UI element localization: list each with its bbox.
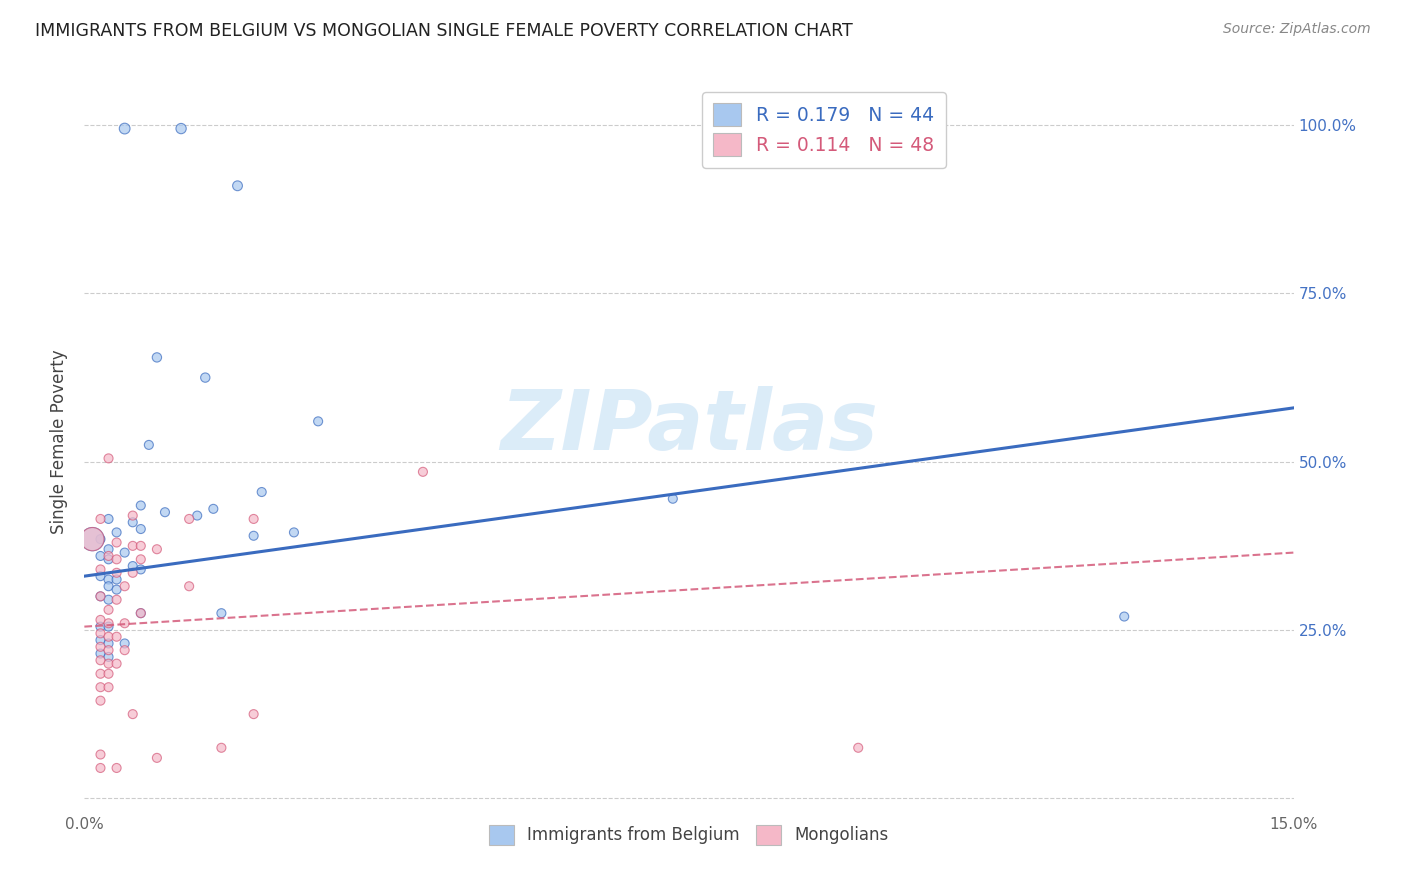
Point <box>105 535 128 549</box>
Point <box>307 414 329 428</box>
Point <box>129 606 152 620</box>
Point <box>89 761 111 775</box>
Point <box>146 751 169 765</box>
Point <box>121 566 143 580</box>
Point <box>105 761 128 775</box>
Point <box>283 525 305 540</box>
Point <box>153 505 176 519</box>
Point <box>129 499 152 513</box>
Point <box>146 351 169 365</box>
Point <box>89 569 111 583</box>
Point <box>121 508 143 523</box>
Point <box>105 657 128 671</box>
Point <box>242 707 264 722</box>
Point <box>114 579 136 593</box>
Point <box>129 539 152 553</box>
Point <box>242 529 264 543</box>
Point <box>846 740 869 755</box>
Point <box>89 549 111 563</box>
Point <box>114 546 136 560</box>
Point <box>97 579 120 593</box>
Text: ZIPatlas: ZIPatlas <box>501 386 877 467</box>
Point <box>89 640 111 654</box>
Point <box>105 573 128 587</box>
Point <box>89 562 111 576</box>
Point <box>97 657 120 671</box>
Point <box>97 630 120 644</box>
Point <box>242 512 264 526</box>
Point <box>97 616 120 631</box>
Y-axis label: Single Female Poverty: Single Female Poverty <box>51 350 69 533</box>
Point <box>89 653 111 667</box>
Point <box>89 613 111 627</box>
Point <box>121 516 143 530</box>
Point <box>82 532 104 546</box>
Point <box>97 549 120 563</box>
Point <box>129 562 152 576</box>
Point <box>105 566 128 580</box>
Point <box>89 666 111 681</box>
Point <box>129 552 152 566</box>
Point <box>1114 609 1136 624</box>
Point <box>97 573 120 587</box>
Point <box>179 512 201 526</box>
Point <box>662 491 685 506</box>
Point <box>179 579 201 593</box>
Point <box>89 694 111 708</box>
Point <box>89 532 111 546</box>
Point <box>129 522 152 536</box>
Point <box>82 532 104 546</box>
Point <box>97 620 120 634</box>
Point <box>121 539 143 553</box>
Point <box>89 590 111 604</box>
Text: Source: ZipAtlas.com: Source: ZipAtlas.com <box>1223 22 1371 37</box>
Point <box>89 647 111 661</box>
Point <box>170 121 193 136</box>
Point <box>97 542 120 557</box>
Point <box>194 370 217 384</box>
Point <box>114 121 136 136</box>
Point <box>129 606 152 620</box>
Point <box>209 740 232 755</box>
Point <box>121 707 143 722</box>
Point <box>186 508 208 523</box>
Point <box>89 620 111 634</box>
Point <box>114 636 136 650</box>
Point <box>146 542 169 557</box>
Point <box>89 680 111 694</box>
Point <box>121 559 143 574</box>
Point <box>89 633 111 648</box>
Point <box>412 465 434 479</box>
Point <box>114 616 136 631</box>
Point <box>97 643 120 657</box>
Text: IMMIGRANTS FROM BELGIUM VS MONGOLIAN SINGLE FEMALE POVERTY CORRELATION CHART: IMMIGRANTS FROM BELGIUM VS MONGOLIAN SIN… <box>35 22 853 40</box>
Point <box>97 512 120 526</box>
Point <box>105 630 128 644</box>
Point <box>97 649 120 664</box>
Point <box>97 552 120 566</box>
Point <box>105 525 128 540</box>
Point <box>89 590 111 604</box>
Point <box>89 747 111 762</box>
Legend: Immigrants from Belgium, Mongolians: Immigrants from Belgium, Mongolians <box>482 818 896 852</box>
Point <box>97 680 120 694</box>
Point <box>89 512 111 526</box>
Point <box>105 582 128 597</box>
Point <box>202 501 225 516</box>
Point <box>226 178 249 193</box>
Point <box>97 636 120 650</box>
Point <box>97 666 120 681</box>
Point <box>209 606 232 620</box>
Point <box>105 592 128 607</box>
Point <box>97 603 120 617</box>
Point <box>105 552 128 566</box>
Point <box>250 485 273 500</box>
Point <box>97 592 120 607</box>
Point <box>97 451 120 466</box>
Point <box>114 643 136 657</box>
Point <box>138 438 160 452</box>
Point <box>89 626 111 640</box>
